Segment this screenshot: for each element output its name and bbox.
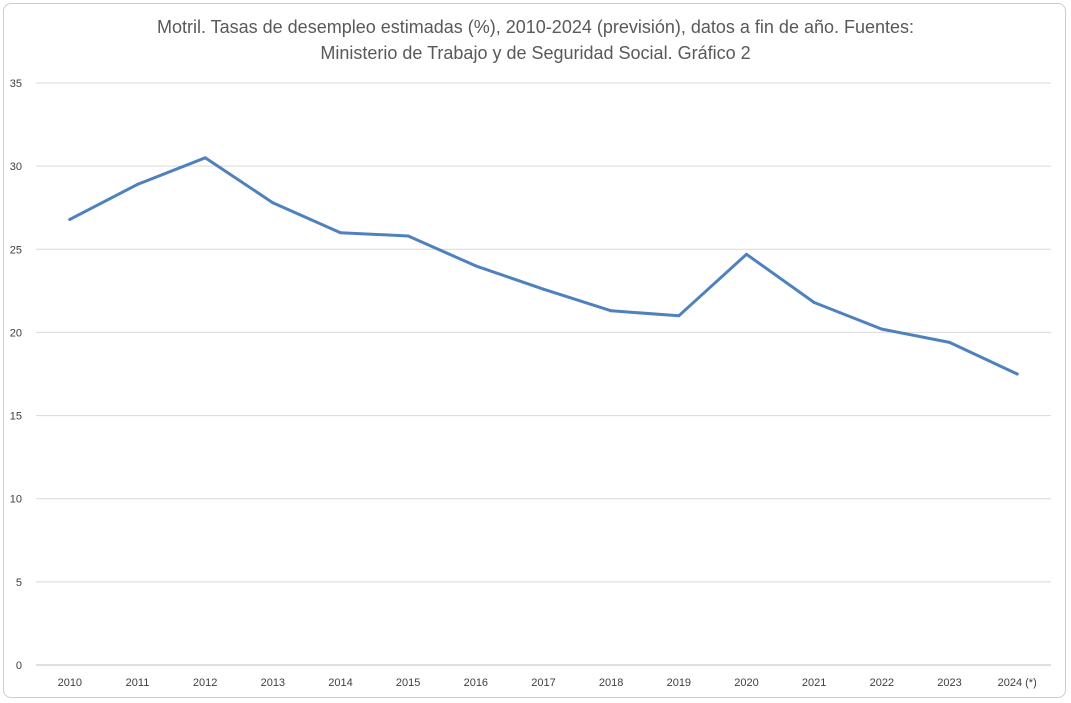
x-tick-label: 2024 (*)	[998, 677, 1037, 689]
x-tick-label: 2013	[261, 677, 285, 689]
series-line	[68, 156, 1019, 376]
y-tick-label: 15	[10, 411, 22, 423]
data-point	[880, 327, 884, 331]
x-tick-label: 2021	[802, 677, 826, 689]
y-tick-label: 5	[16, 577, 22, 589]
y-tick-label: 20	[10, 327, 22, 339]
data-point	[406, 234, 410, 238]
y-tick-label: 25	[10, 244, 22, 256]
x-tick-label: 2016	[464, 677, 488, 689]
data-point	[542, 287, 545, 291]
chart-title-line-1: Motril. Tasas de desempleo estimadas (%)…	[156, 17, 915, 37]
y-tick-label: 0	[16, 660, 22, 672]
data-point	[203, 156, 207, 160]
data-point	[474, 264, 478, 268]
data-point	[271, 201, 275, 205]
x-tick-label: 2023	[937, 677, 961, 689]
data-point	[68, 217, 72, 221]
x-tick-label: 2022	[870, 677, 894, 689]
x-tick-label: 2014	[328, 677, 352, 689]
x-tick-label: 2015	[396, 677, 420, 689]
y-tick-label: 35	[10, 78, 22, 90]
data-point	[136, 182, 139, 186]
x-tick-label: 2017	[531, 677, 555, 689]
x-tick-label: 2018	[599, 677, 623, 689]
data-point	[1015, 372, 1019, 376]
data-point	[948, 340, 951, 344]
y-tick-label: 10	[10, 494, 22, 506]
data-point	[339, 231, 342, 235]
x-tick-label: 2011	[126, 677, 150, 689]
data-point	[677, 314, 681, 318]
data-point	[812, 300, 816, 304]
chart-title-line-2: Ministerio de Trabajo y de Seguridad Soc…	[320, 43, 751, 63]
data-point	[745, 252, 748, 256]
y-tick-label: 30	[10, 161, 22, 173]
x-tick-label: 2019	[667, 677, 691, 689]
x-tick-label: 2012	[193, 677, 217, 689]
chart-title: Motril. Tasas de desempleo estimadas (%)…	[0, 14, 1071, 66]
x-tick-label: 2020	[734, 677, 758, 689]
x-tick-label: 2010	[58, 677, 82, 689]
data-point	[609, 309, 613, 313]
